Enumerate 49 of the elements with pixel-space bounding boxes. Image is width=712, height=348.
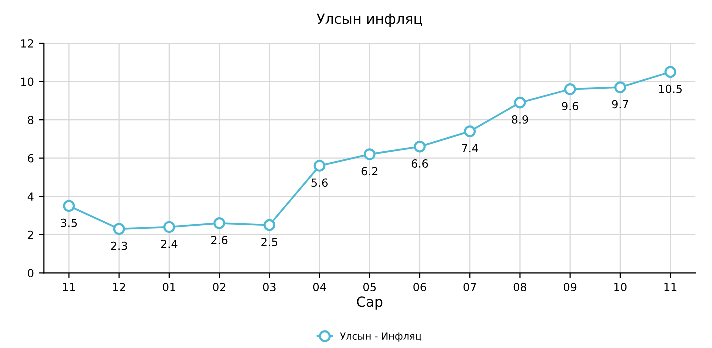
- x-tick-label: 12: [113, 283, 126, 292]
- y-tick-label: 2: [28, 230, 34, 240]
- x-tick-label: 04: [313, 283, 326, 292]
- chart-title: Улсын инфляц: [317, 14, 422, 27]
- point: [464, 126, 476, 138]
- data-label: 6.6: [412, 160, 428, 168]
- x-tick-label: 05: [364, 283, 376, 292]
- data-label: 6.2: [362, 167, 378, 176]
- y-tick-label: 6: [28, 154, 34, 163]
- x-axis-title: Сар: [357, 296, 383, 310]
- data-label: 5.6: [312, 178, 328, 188]
- point: [264, 219, 276, 232]
- x-tick-label: 01: [163, 283, 176, 292]
- point: [414, 140, 426, 153]
- y-tick-label: 4: [28, 192, 34, 201]
- x-tick-label: 07: [464, 283, 476, 292]
- x-tick-label: 06: [414, 283, 426, 292]
- x-tick-label: 02: [213, 283, 226, 292]
- data-label: 2.4: [161, 240, 178, 248]
- point: [614, 82, 626, 94]
- x-tick-label: 10: [614, 283, 627, 292]
- y-tick-label: 0: [28, 269, 34, 278]
- data-label: 9.7: [612, 100, 628, 109]
- point: [63, 200, 76, 212]
- x-tick-label: 11: [664, 283, 677, 292]
- y-tick-label: 8: [28, 116, 34, 124]
- data-label: 2.5: [262, 238, 278, 246]
- data-label: 9.6: [562, 102, 578, 111]
- x-tick-label: 09: [564, 283, 577, 292]
- point: [664, 66, 676, 78]
- point: [113, 223, 126, 236]
- point: [314, 160, 326, 172]
- point: [364, 148, 376, 160]
- x-tick-label: 03: [263, 283, 276, 292]
- data-label: 2.3: [111, 242, 128, 250]
- data-label: 8.9: [512, 116, 528, 124]
- y-tick-label: 12: [22, 39, 34, 48]
- data-label: 10.5: [659, 84, 682, 94]
- point: [564, 84, 576, 96]
- data-label: 3.5: [61, 218, 78, 228]
- x-tick-label: 08: [514, 283, 527, 292]
- legend-label: Улсын - Инфляц: [340, 332, 422, 342]
- data-label: 7.4: [462, 144, 478, 152]
- point: [214, 218, 226, 230]
- x-tick-label: 11: [63, 283, 76, 292]
- point: [164, 221, 176, 234]
- point: [514, 96, 526, 109]
- y-tick-label: 10: [22, 78, 34, 86]
- data-label: 2.6: [212, 236, 228, 245]
